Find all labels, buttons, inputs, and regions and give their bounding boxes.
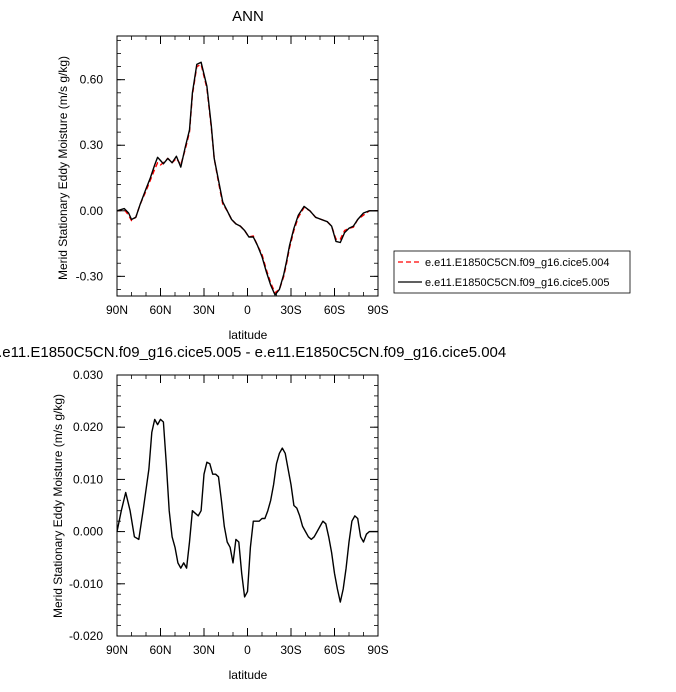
legend: e.e11.E1850C5CN.f09_g16.cice5.004 e.e11.… [393, 250, 631, 294]
panel2-series-group [116, 418, 378, 603]
series-line-1 [116, 418, 378, 603]
x-tick-label: 30S [280, 643, 301, 657]
panel2-y-tick-labels: -0.020 -0.010 0.000 0.010 0.020 0.030 [69, 368, 378, 643]
panel-climatology: ANN -0.300.000.300.60 90N 60N 30N 0 30S 60S 90… [56, 8, 631, 342]
y-tick-label: -0.020 [69, 629, 103, 643]
x-tick-label: 30N [193, 303, 215, 317]
x-tick-label: 90N [106, 643, 128, 657]
legend-box [393, 250, 631, 294]
panel1-x-tick-labels: 90N 60N 30N 0 30S 60S 90S [106, 36, 389, 317]
x-tick-label: 60N [149, 303, 171, 317]
panel2-x-tick-labels: 90N 60N 30N 0 30S 60S 90S [106, 375, 389, 657]
x-tick-label: 90N [106, 303, 128, 317]
y-tick-label: 0.30 [80, 138, 104, 152]
x-tick-label: 60S [324, 643, 345, 657]
panel1-x-axis-label: latitude [229, 328, 268, 342]
y-tick-label: 0.00 [80, 204, 104, 218]
x-tick-label: 90S [367, 643, 388, 657]
panel1-series-group [116, 61, 378, 296]
legend-label-series-005: e.e11.E1850C5CN.f09_g16.cice5.005 [425, 277, 610, 289]
panel-difference: e.e11.E1850C5CN.f09_g16.cice5.005 - e.e1… [0, 344, 506, 682]
x-tick-label: 60S [324, 303, 345, 317]
panel2-y-axis-label: Merid Stationary Eddy Moisture (m/s g/kg… [51, 394, 65, 618]
x-tick-label: 90S [367, 303, 388, 317]
y-tick-label: -0.30 [76, 269, 104, 283]
y-tick-label: 0.60 [80, 73, 104, 87]
y-tick-label: 0.030 [73, 368, 103, 382]
panel2-title: e.e11.E1850C5CN.f09_g16.cice5.005 - e.e1… [0, 344, 506, 361]
panel1-title: ANN [232, 8, 264, 25]
legend-label-series-004: e.e11.E1850C5CN.f09_g16.cice5.004 [425, 257, 610, 269]
series-line-1 [116, 63, 378, 294]
x-tick-label: 30S [280, 303, 301, 317]
panel1-y-axis-label: Merid Stationary Eddy Moisture (m/s g/kg… [56, 56, 70, 280]
x-tick-label: 30N [193, 643, 215, 657]
panel1-y-tick-labels: -0.30 0.00 0.30 0.60 [76, 73, 378, 283]
x-tick-label: 0 [244, 643, 251, 657]
panel2-x-axis-label: latitude [229, 668, 268, 682]
series-line-2 [116, 61, 378, 296]
y-tick-label: 0.000 [73, 525, 103, 539]
y-tick-label: -0.010 [69, 577, 103, 591]
y-tick-label: 0.020 [73, 420, 103, 434]
y-tick-label: 0.010 [73, 472, 103, 486]
x-tick-label: 60N [149, 643, 171, 657]
x-tick-label: 0 [244, 303, 251, 317]
